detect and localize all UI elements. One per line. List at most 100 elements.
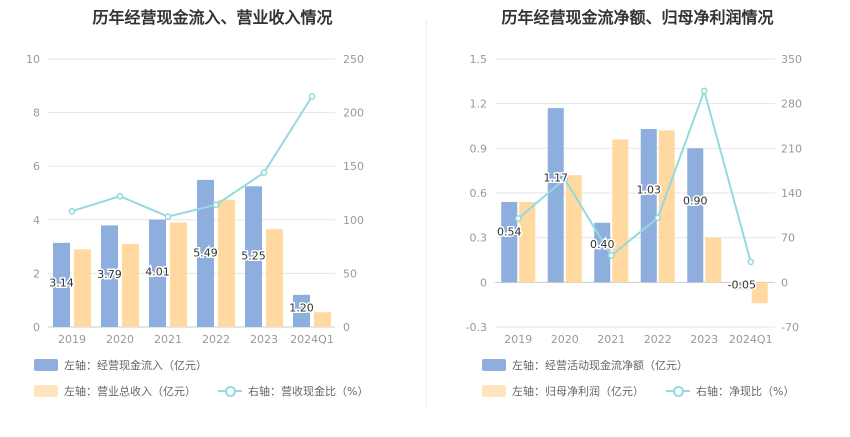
legend-swatch-bar1 [34,359,58,371]
y-left-tick-label: 0 [480,276,487,289]
legend-line-icon [666,385,690,397]
y-left-tick-label: 1.2 [470,98,488,111]
y-left-tick-label: 2 [33,267,40,280]
bar-series2 [705,237,722,283]
chart-panel-right: 历年经营现金流净额、归母净利润情况 -0.3 0 0.3 0.6 0.9 1.2 1.5 -7… [425,0,850,437]
x-tick-label: 2023 [690,333,718,346]
bar-series1 [245,186,262,327]
legend-swatch-bar2 [34,385,58,397]
bar-series2 [751,282,768,304]
legend-label-bar1: 左轴：经营活动现金流净额（亿元） [512,359,688,372]
bar-data-label: 3.79 [97,268,122,281]
bar-series1 [53,242,70,327]
chart-svg-right: -0.3 0 0.3 0.6 0.9 1.2 1.5 -70 0 70 140 210 280 350 20… [466,53,802,346]
bar-series1 [101,225,118,327]
x-tick-label: 2024Q1 [729,333,773,346]
bar-series2 [314,312,331,327]
legend-item-bar2[interactable]: 左轴：归母净利润（亿元） [482,383,644,399]
legend-label-bar1: 左轴：经营现金流入（亿元） [64,359,207,372]
y-left-tick-label: 6 [33,160,40,173]
y-right-tick-label: 200 [343,107,364,120]
bar-series1 [501,201,518,283]
bar-data-label: 0.40 [590,238,615,251]
line-point [561,175,569,183]
bar-series1 [594,222,611,283]
line-point [164,213,172,220]
line-series [71,95,313,218]
y-left-tick-label: 0 [33,321,40,334]
line-point [700,87,708,95]
y-left-tick-label: 0.3 [470,232,488,245]
line-point [68,207,76,215]
y-left-tick-label: 8 [33,107,40,120]
y-right-tick-label: 70 [781,232,795,245]
y-left-tick-label: -0.3 [466,321,487,334]
legend-item-bar1[interactable]: 左轴：经营现金流入（亿元） [34,357,207,373]
bar-data-label: 3.14 [49,277,74,290]
legend-line-icon [218,385,242,397]
y-right-tick-label: 350 [781,53,802,66]
chart-title: 历年经营现金流入、营业收入情况 [92,8,333,27]
bar-series2 [658,130,675,283]
legend-swatch-bar2 [482,385,506,397]
bar-series2 [122,243,139,327]
y-right-tick-label: 210 [781,142,802,155]
bar-series1 [733,282,750,290]
legend-item-line[interactable]: 右轴：净现比（%） [666,383,794,399]
legend-item-bar1[interactable]: 左轴：经营活动现金流净额（亿元） [482,357,688,373]
bar-series1 [197,179,214,327]
bar-series1 [293,294,310,327]
x-tick-label: 2024Q1 [290,333,334,346]
x-tick-label: 2022 [202,333,230,346]
bar-data-label: -0.05 [728,278,756,291]
bar-data-label: 1.03 [637,183,662,196]
line-point [116,192,124,200]
legend-swatch-bar1 [482,359,506,371]
bar-data-label: 0.54 [497,226,522,239]
bar-series2 [565,175,582,283]
bar-series2 [612,139,629,283]
legend-label-line: 右轴：营收现金比（%） [248,385,369,398]
bar-series2 [266,229,283,327]
line-point [308,93,316,100]
y-left-tick-label: 4 [33,214,40,227]
bar-data-label: 5.49 [193,246,218,259]
y-right-tick-label: 0 [781,276,788,289]
y-right-tick-label: 250 [343,53,364,66]
legend-item-line[interactable]: 右轴：营收现金比（%） [218,383,368,399]
bar-data-label: 5.25 [241,249,266,262]
chart-panel-left: 历年经营现金流入、营业收入情况 0 2 4 6 8 10 0 50 100 150 200 250 20… [26,8,368,399]
y-right-tick-label: 150 [343,160,364,173]
bar-data-label: 1.20 [289,302,314,315]
bar-data-label: 0.90 [683,195,708,208]
x-tick-label: 2021 [154,333,182,346]
line-point [260,169,268,176]
line-point [514,215,522,222]
x-tick-label: 2022 [644,333,672,346]
y-right-tick-label: 50 [343,267,357,280]
line-point [747,258,755,266]
x-tick-label: 2020 [551,333,579,346]
bar-series1 [640,128,657,283]
y-right-tick-label: 140 [781,187,802,200]
x-tick-label: 2019 [58,333,86,346]
chart-title: 历年经营现金流净额、归母净利润情况 [501,8,774,27]
line-point [607,252,615,259]
y-left-tick-label: 10 [26,53,40,66]
line-point [654,214,662,222]
y-right-tick-label: 0 [343,321,350,334]
y-right-tick-label: 100 [343,214,364,227]
legend-item-bar2[interactable]: 左轴：营业总收入（亿元） [34,383,196,399]
panel-divider [426,20,427,410]
x-tick-label: 2019 [504,333,532,346]
x-tick-label: 2020 [106,333,134,346]
bar-series2 [519,201,536,283]
x-tick-label: 2023 [250,333,278,346]
legend-label-line: 右轴：净现比（%） [696,385,795,398]
line-point [212,201,220,209]
bar-series2 [170,222,187,327]
bar-series1 [149,219,166,327]
bar-data-label: 4.01 [145,265,170,278]
y-left-tick-label: 0.6 [470,187,488,200]
bar-series2 [74,249,91,327]
